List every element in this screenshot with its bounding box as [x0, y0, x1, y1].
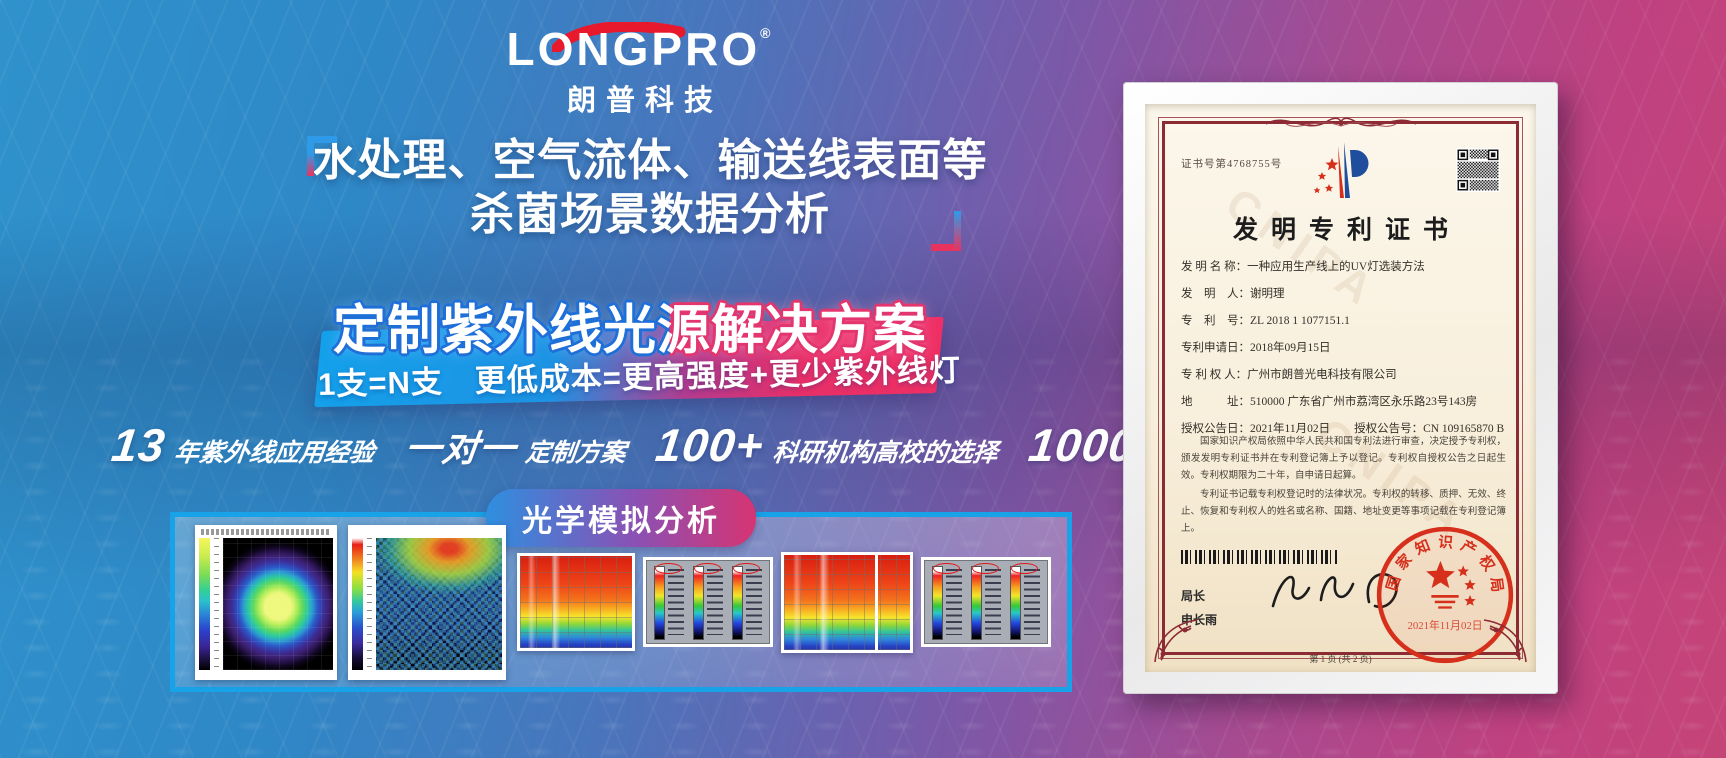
colorbar [1009, 566, 1021, 640]
colorbar [731, 566, 743, 640]
logo-swoosh-icon [552, 22, 686, 52]
barcode [1181, 550, 1339, 564]
colorbar-panel-1 [645, 560, 770, 644]
qr-code [1456, 148, 1500, 192]
stat-value: 100+ [653, 419, 768, 471]
logo-text: LONGPRO [506, 23, 761, 75]
mini-colorbar [653, 563, 684, 640]
irradiance-map-concentric [194, 524, 337, 680]
colorbar-ticks [745, 569, 762, 635]
logo-wordmark: LONGPRO® [450, 26, 830, 72]
simulation-badge: 光学模拟分析 [486, 489, 756, 547]
highlight-ellipse [932, 563, 960, 574]
stat-label: 科研机构高校的选择 [771, 439, 1000, 467]
mini-colorbar [692, 563, 723, 640]
border-ornament [1265, 117, 1416, 127]
ribbon-title-blue-part: 定制紫外线光源解决方案 [333, 301, 927, 360]
certificate-fields: 发 明 名 称： 一种应用生产线上的UV灯选装方法 发 明 人： 谢明理 专 利… [1181, 261, 1508, 451]
colorbar-panel-2 [923, 560, 1048, 644]
cnipa-logo-icon [1313, 142, 1368, 198]
colorbar [931, 566, 943, 640]
officer-name: 申长雨 [1181, 613, 1218, 627]
certificate-border-outer [1158, 117, 1523, 659]
stat-label: 定制方案 [524, 439, 628, 467]
patent-certificate: CNIPA CNIPA 证书号第4768755号 [1123, 82, 1558, 694]
certificate-title: 发明专利证书 [1232, 217, 1461, 244]
official-red-seal: 国家知识产权局 2021年11月02日 [1376, 526, 1514, 664]
highlight-ellipse [654, 563, 682, 574]
legal-paragraph-2: 专利证书记载专利权登记时的法律状况。专利权的转移、质押、无效、终止、恢复和专利权… [1181, 490, 1506, 535]
highlight-ellipse [732, 563, 760, 574]
heatmap-field [375, 537, 502, 670]
field-grant-number: 授权公告号：CN 109165870 B [1354, 423, 1505, 435]
field-patent-number: 专 利 号： ZL 2018 1 1077151.1 [1181, 315, 1350, 327]
surface-heatmap-small [516, 553, 635, 651]
logo-chinese-name: 朗普科技 [566, 85, 723, 117]
highlight-ellipse [971, 563, 999, 574]
officer-block: 局长 申长雨 [1181, 584, 1217, 632]
colorbar-ticks [667, 569, 684, 635]
stats-row: 13 年紫外线应用经验 一对一 定制方案 100+ 科研机构高校的选择 1000… [108, 419, 1351, 471]
corner-flourish-right [1483, 619, 1527, 663]
heatmap-field [519, 556, 632, 648]
mini-colorbar [931, 563, 962, 640]
certificate-legal-text: 国家知识产权局依照中华人民共和国专利法进行审查，决定授予专利权，颁发发明专利证书… [1181, 434, 1506, 541]
field-invention-name: 发 明 名 称： 一种应用生产线上的UV灯选装方法 [1181, 261, 1425, 273]
officer-title: 局长 [1181, 589, 1206, 603]
officer-signature [1271, 572, 1398, 609]
legal-paragraph-1: 国家知识产权局依照中华人民共和国专利法进行审查，决定授予专利权，颁发发明专利证书… [1181, 437, 1506, 482]
heatmap-divider [875, 554, 879, 650]
field-patentee: 专 利 权 人： 广州市朗普光电科技有限公司 [1181, 369, 1397, 381]
field-grant-date: 授权公告日：2021年11月02日 [1181, 423, 1331, 435]
field-inventor: 发 明 人： 谢明理 [1181, 288, 1285, 300]
seal-date: 2021年11月02日 [1407, 619, 1482, 632]
stat-label: 年紫外线应用经验 [172, 439, 376, 467]
surface-heatmap-wide [780, 551, 913, 653]
optical-simulation-panel: 光学模拟分析 [170, 489, 1072, 692]
colorbar [198, 537, 210, 670]
colorbar [970, 566, 982, 640]
irradiance-map-noisy [347, 524, 506, 680]
headline-line-2: 杀菌场景数据分析 [470, 189, 830, 239]
corner-flourish-left [1154, 619, 1198, 663]
simulation-image-strip [175, 517, 1067, 687]
longpro-logo: LONGPRO® 朗普科技 [450, 22, 830, 119]
mini-colorbar [970, 563, 1001, 640]
stat-value: 一对一 [402, 428, 519, 469]
headline-line-1: 水处理、空气流体、输送线表面等 [312, 136, 988, 185]
heatmap-field [783, 554, 910, 650]
colorbar-ticks [1023, 569, 1040, 635]
mini-colorbar [1009, 563, 1040, 640]
field-grant-row: 授权公告日：2021年11月02日 授权公告号：CN 109165870 B [1181, 423, 1508, 436]
headline-bracket-bottom-right [923, 211, 961, 252]
heatmap-field [222, 537, 333, 670]
highlight-ellipse [693, 563, 721, 574]
stat-value: 13 [108, 419, 169, 471]
ribbon-title: 定制紫外线光源解决方案 定制紫外线光源解决方案 [300, 288, 960, 360]
colorbar-ticks [366, 537, 372, 670]
certificate-number: 证书号第4768755号 [1181, 159, 1283, 170]
mini-colorbar [731, 563, 762, 640]
stat-one-on-one: 一对一 定制方案 [402, 428, 629, 469]
stat-experience: 13 年紫外线应用经验 [108, 419, 378, 471]
registered-mark: ® [760, 25, 774, 41]
ribbon-title-pink-part: 定制紫外线光源解决方案 [333, 301, 927, 360]
headline: 水处理、空气流体、输送线表面等 杀菌场景数据分析 [305, 134, 995, 252]
colorbar [692, 566, 704, 640]
colorbar-ticks [945, 569, 962, 635]
certificate-paper: CNIPA CNIPA 证书号第4768755号 [1145, 104, 1536, 672]
field-address: 地 址： 510000 广东省广州市荔湾区永乐路23号143房 [1181, 396, 1478, 408]
stat-institutions: 100+ 科研机构高校的选择 [653, 419, 1001, 471]
highlight-ellipse [1010, 563, 1038, 574]
field-application-date: 专利申请日： 2018年09月15日 [1181, 342, 1331, 354]
colorbar-ticks [984, 569, 1001, 635]
colorbar [653, 566, 665, 640]
colorbar-ticks [213, 537, 219, 670]
headline-bracket-top-left [307, 136, 345, 176]
certificate-page-footer: 第 1 页 (共 2 页) [1309, 654, 1372, 664]
colorbar-ticks [706, 569, 723, 635]
colorbar [351, 537, 363, 670]
